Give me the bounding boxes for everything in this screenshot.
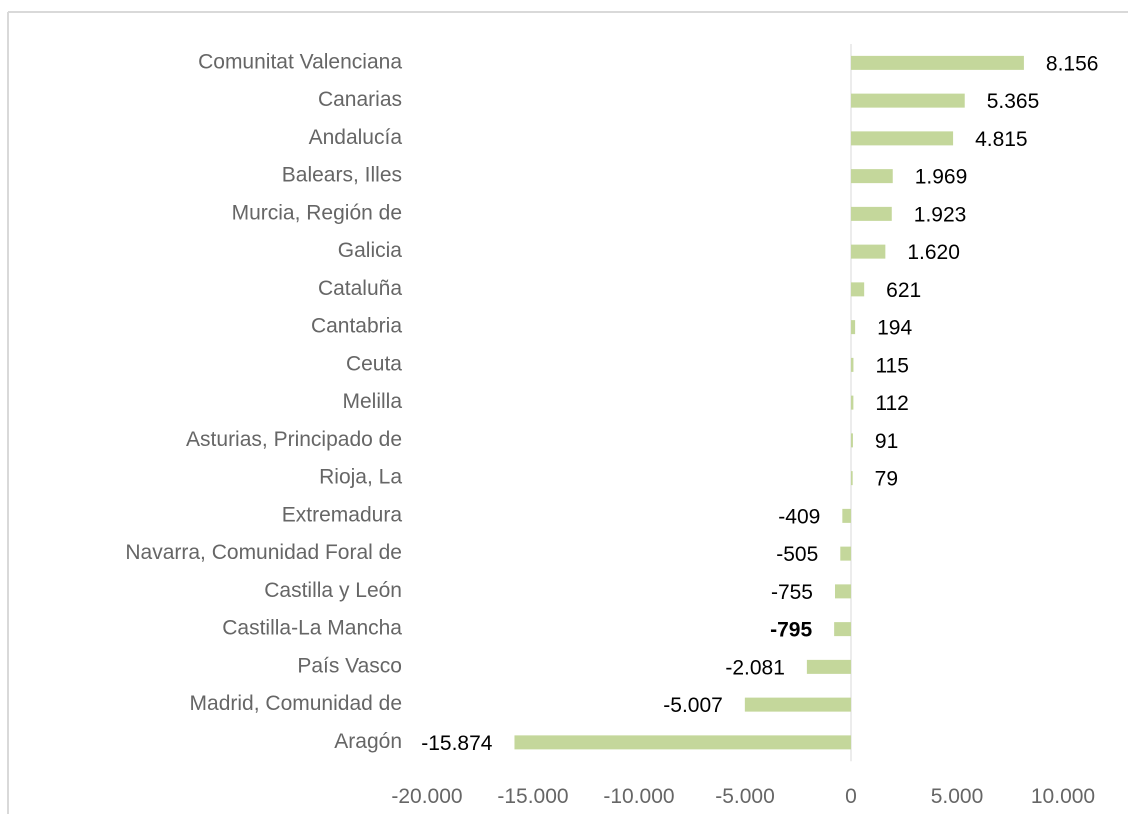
value-label: -2.081 xyxy=(725,656,785,679)
x-tick-label: -5.000 xyxy=(715,785,775,808)
bar xyxy=(840,546,851,561)
value-label: 5.365 xyxy=(987,90,1040,113)
bar xyxy=(842,508,851,523)
bar xyxy=(851,282,865,297)
category-label: Asturias, Principado de xyxy=(186,428,402,451)
bar xyxy=(851,433,853,448)
value-label: -5.007 xyxy=(663,694,723,717)
value-label: 194 xyxy=(877,317,912,340)
category-label: Murcia, Región de xyxy=(232,201,402,224)
value-label: -409 xyxy=(778,505,820,528)
category-label: Rioja, La xyxy=(319,466,402,489)
value-label: -795 xyxy=(770,619,812,642)
x-tick-label: -10.000 xyxy=(603,785,674,808)
value-label: 79 xyxy=(875,468,898,491)
x-tick-label: 10.000 xyxy=(1031,785,1095,808)
category-label: Castilla-La Mancha xyxy=(222,617,402,640)
bar xyxy=(851,206,892,221)
bar xyxy=(834,622,851,637)
bar xyxy=(851,93,965,108)
value-label: 621 xyxy=(886,279,921,302)
category-label: Cataluña xyxy=(318,277,402,300)
bar xyxy=(744,697,851,712)
category-label: Madrid, Comunidad de xyxy=(190,692,402,715)
category-label: País Vasco xyxy=(297,654,402,677)
x-tick-label: -20.000 xyxy=(391,785,462,808)
value-label: 1.620 xyxy=(907,241,960,264)
bar xyxy=(851,320,856,335)
x-tick-label: 5.000 xyxy=(931,785,984,808)
bar xyxy=(851,55,1024,70)
bar xyxy=(851,395,854,410)
value-label: 115 xyxy=(875,354,908,377)
x-tick-label: 0 xyxy=(845,785,857,808)
category-label: Andalucía xyxy=(309,126,403,149)
value-label: 1.923 xyxy=(914,203,967,226)
value-label: -15.874 xyxy=(421,732,493,755)
bar xyxy=(851,357,854,372)
value-label: -755 xyxy=(771,581,813,604)
value-label: -505 xyxy=(776,543,818,566)
bar xyxy=(834,584,851,599)
category-label: Balears, Illes xyxy=(282,164,402,187)
category-label: Galicia xyxy=(338,239,403,262)
category-label: Navarra, Comunidad Foral de xyxy=(125,541,402,564)
bar xyxy=(806,659,851,674)
bar xyxy=(851,471,853,486)
bar xyxy=(514,735,851,750)
category-label: Aragón xyxy=(334,730,402,753)
x-tick-label: -15.000 xyxy=(497,785,568,808)
category-label: Comunitat Valenciana xyxy=(198,50,402,73)
category-label: Canarias xyxy=(318,88,402,111)
bar xyxy=(851,131,954,146)
bar xyxy=(851,169,893,184)
value-label: 1.969 xyxy=(915,166,968,189)
value-label: 112 xyxy=(875,392,908,415)
bar xyxy=(851,244,886,259)
value-label: 8.156 xyxy=(1046,52,1099,75)
value-label: 91 xyxy=(875,430,898,453)
category-label: Castilla y León xyxy=(264,579,402,602)
category-label: Melilla xyxy=(342,390,402,413)
value-label: 4.815 xyxy=(975,128,1028,151)
category-label: Ceuta xyxy=(346,352,402,375)
category-label: Extremadura xyxy=(282,503,403,526)
category-label: Cantabria xyxy=(311,315,402,338)
